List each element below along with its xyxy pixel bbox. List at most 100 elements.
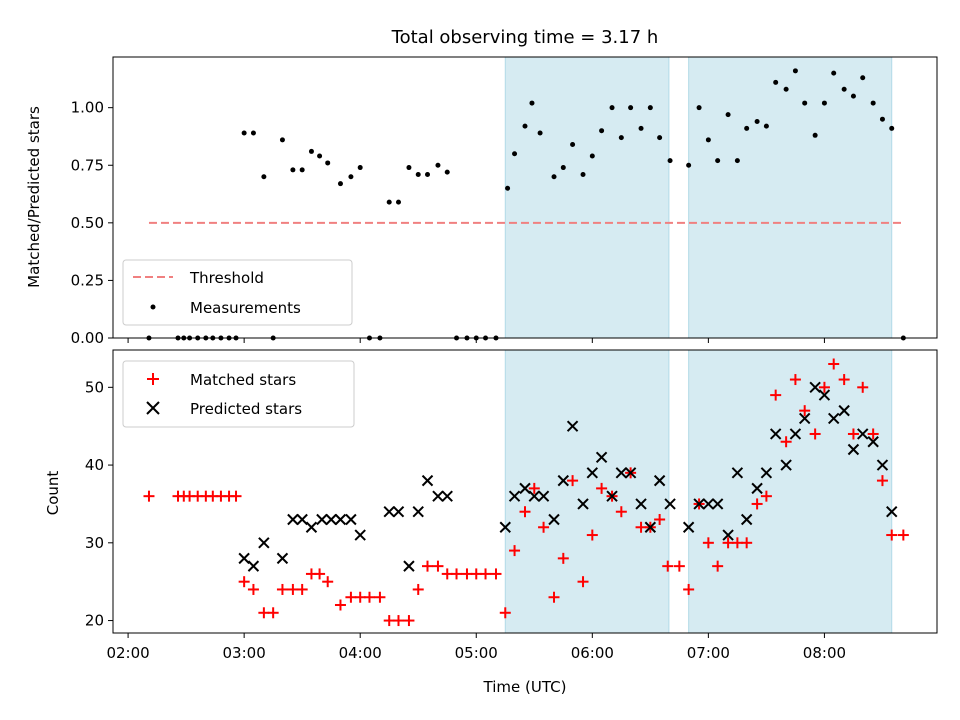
predicted-star-point (316, 513, 328, 526)
legend-matched-label: Matched stars (190, 371, 296, 389)
predicted-star-point (635, 498, 647, 510)
measurement-point (580, 171, 586, 177)
measurement-point (444, 169, 450, 175)
matched-star-point (296, 583, 308, 595)
bottom-y-tick-label: 30 (85, 534, 104, 552)
predicted-star-point (624, 467, 637, 479)
predicted-star-point (751, 482, 763, 495)
measurement-point (357, 165, 363, 171)
measurement-point (317, 153, 323, 159)
matched-star-points (143, 358, 909, 627)
measurement-point (879, 116, 885, 122)
bottom-x-ticks: 02:00 03:00 04:00 05:00 06:00 07:00 08:00 (106, 633, 846, 662)
legend-predicted-label: Predicted stars (190, 400, 302, 418)
top-y-tick-label: 0.75 (71, 156, 104, 174)
matched-star-point (770, 389, 782, 401)
matched-star-point (751, 498, 763, 510)
matched-star-point (392, 615, 404, 627)
bottom-legend: Matched stars Predicted stars (122, 360, 355, 428)
matched-star-point (557, 552, 569, 564)
matched-star-point (731, 537, 743, 549)
matched-star-point (354, 591, 366, 603)
predicted-star-point (722, 529, 734, 541)
matched-star-point (712, 560, 724, 572)
matched-star-point (847, 428, 859, 440)
matched-star-point (412, 583, 424, 595)
measurement-point (802, 100, 808, 106)
measurement-point (241, 130, 247, 136)
matched-star-point (519, 506, 531, 518)
predicted-star-point (334, 513, 347, 526)
measurement-point (686, 162, 692, 168)
top-legend-box (122, 259, 353, 326)
matched-star-point (741, 537, 753, 549)
bottom-shaded-span-1 (688, 349, 893, 634)
legend-threshold-label: Threshold (189, 269, 264, 287)
matched-star-point (432, 560, 444, 572)
predicted-star-point (857, 428, 869, 440)
predicted-star-point (595, 451, 608, 463)
matched-star-point (345, 591, 357, 603)
matched-star-point (422, 560, 434, 572)
matched-star-point (276, 583, 288, 595)
matched-star-point (451, 568, 463, 580)
matched-star-point (867, 428, 879, 440)
measurement-point (812, 132, 818, 138)
matched-star-point (548, 591, 560, 603)
matched-star-point (383, 615, 395, 627)
x-tick-label: 03:00 (223, 644, 266, 662)
measurement-point (551, 174, 557, 180)
measurement-point (250, 130, 256, 136)
top-y-tick-label: 0.00 (71, 329, 104, 347)
predicted-star-point (760, 467, 773, 479)
chart-title: Total observing time = 3.17 h (391, 27, 659, 48)
measurement-point (337, 181, 343, 187)
matched-star-point (886, 529, 898, 541)
matched-star-point (615, 506, 627, 518)
matched-star-point (480, 568, 492, 580)
legend-measurements-label: Measurements (190, 299, 301, 317)
matched-star-point (654, 513, 666, 525)
bottom-shaded-span-0 (504, 349, 670, 634)
top-y-ticks: 0.00 0.25 0.50 0.75 1.00 (71, 99, 113, 347)
measurement-point (821, 100, 827, 106)
predicted-star-point (325, 513, 337, 526)
measurement-point (889, 125, 895, 131)
bottom-y-tick-label: 20 (85, 612, 104, 630)
predicted-star-point (557, 474, 570, 487)
measurement-point (870, 100, 876, 106)
measurement-point (415, 171, 421, 177)
predicted-star-point (789, 428, 802, 440)
matched-star-point (809, 428, 821, 440)
predicted-star-point (653, 474, 666, 487)
measurement-point (560, 165, 566, 171)
predicted-star-point (682, 521, 695, 533)
measurement-point (406, 165, 412, 171)
predicted-star-points (238, 381, 898, 572)
matched-star-point (499, 607, 511, 619)
matched-star-point (838, 374, 850, 386)
top-y-tick-label: 0.50 (71, 214, 104, 232)
predicted-star-point (345, 513, 357, 526)
predicted-star-point (566, 420, 579, 432)
measurement-point (261, 174, 267, 180)
legend-measurements-swatch (150, 304, 156, 310)
measurement-point (628, 105, 634, 111)
predicted-star-point (886, 506, 898, 518)
matched-star-point (673, 560, 685, 572)
x-axis-label: Time (UTC) (483, 678, 567, 696)
matched-star-point (596, 482, 608, 494)
matched-star-point (287, 583, 299, 595)
matched-star-point (876, 475, 888, 487)
matched-star-point (828, 358, 840, 370)
x-tick-label: 04:00 (339, 644, 382, 662)
predicted-star-point (586, 467, 599, 479)
predicted-star-point (838, 404, 850, 417)
measurement-point (325, 160, 331, 166)
matched-star-point (403, 615, 415, 627)
measurement-point (841, 86, 847, 92)
measurement-point (395, 199, 401, 205)
matched-star-point (267, 607, 279, 619)
measurement-point (522, 123, 528, 129)
